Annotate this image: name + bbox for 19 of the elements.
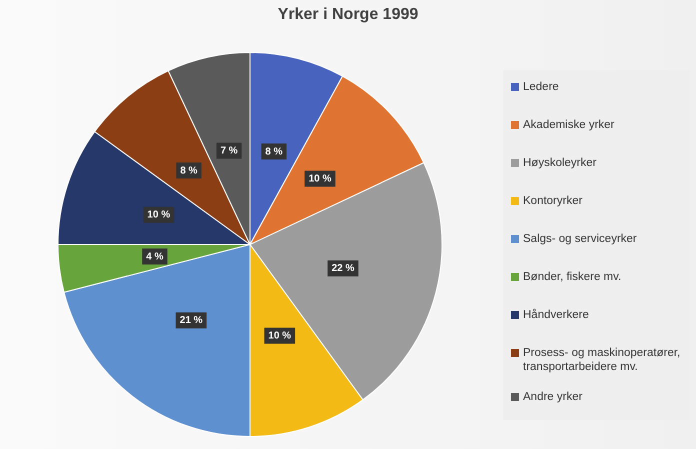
data-label: 4 % [146, 251, 164, 262]
data-label: 10 % [268, 330, 292, 342]
data-label: 10 % [147, 210, 170, 221]
data-label: 21 % [180, 315, 203, 326]
legend-label: Kontoryrker [523, 194, 582, 208]
legend-label: Andre yrker [523, 390, 582, 404]
legend-label: Håndverkere [523, 308, 589, 322]
legend-label: Salgs- og serviceyrker [523, 232, 637, 246]
data-label: 22 % [332, 263, 354, 274]
legend-label: Høyskoleyrker [523, 156, 596, 170]
data-label: 8 % [180, 165, 198, 176]
data-label: 7 % [220, 146, 238, 157]
legend-label: Ledere [523, 80, 559, 94]
data-label: 10 % [308, 174, 332, 185]
data-label: 8 % [265, 146, 283, 158]
legend-label: Bønder, fiskere mv. [523, 270, 622, 284]
chart-title: Yrker i Norge 1999 [276, 6, 420, 24]
legend-label: Akademiske yrker [523, 118, 614, 132]
legend-label: Prosess- og maskinoperatører, transportarbeidere mv. [523, 346, 682, 374]
